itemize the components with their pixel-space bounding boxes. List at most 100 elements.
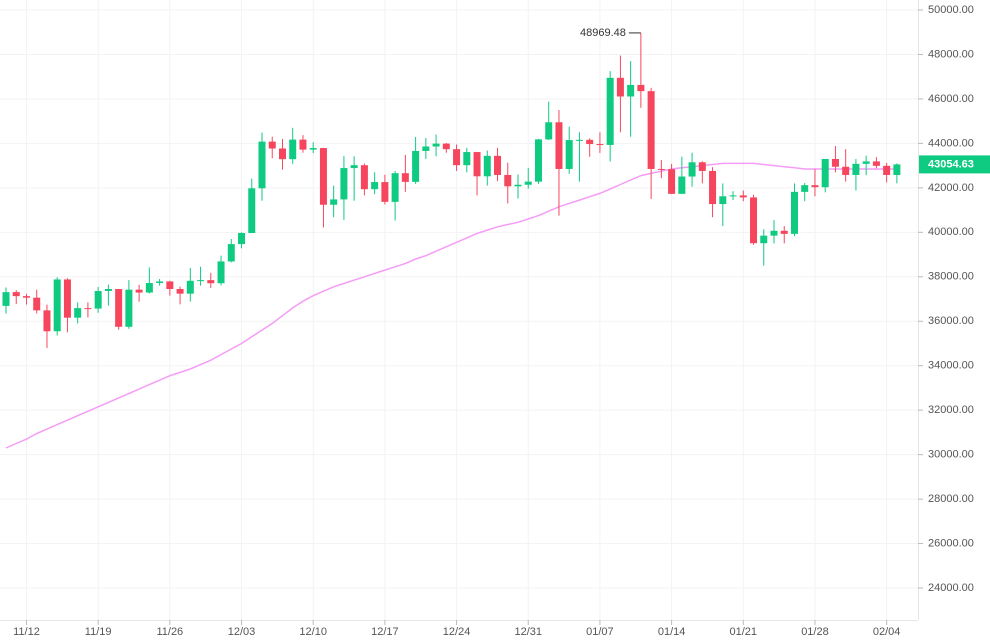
- y-tick-label: 44000.00: [928, 137, 974, 149]
- candle-body: [453, 149, 461, 166]
- candle-body: [494, 155, 502, 175]
- candle-body: [135, 289, 143, 293]
- current-price: 43054.63: [928, 158, 974, 170]
- candle-body: [565, 140, 573, 169]
- candle-body: [668, 169, 676, 194]
- moving-average: [5, 162, 897, 449]
- candle-body: [473, 152, 481, 177]
- candle-body: [289, 139, 297, 160]
- candle-body: [545, 122, 553, 140]
- candle-body: [647, 91, 655, 169]
- y-tick-label: 24000.00: [928, 582, 974, 594]
- candle-body: [2, 292, 10, 306]
- candle-body: [534, 139, 542, 182]
- y-tick-label: 26000.00: [928, 537, 974, 549]
- candle-body: [422, 146, 430, 151]
- candle-body: [616, 77, 624, 97]
- candle-body: [176, 289, 184, 294]
- candle-body: [340, 168, 348, 200]
- candle-body: [801, 185, 809, 192]
- candle-body: [596, 144, 604, 146]
- y-tick-label: 30000.00: [928, 449, 974, 461]
- candle-body: [524, 181, 532, 185]
- candle-body: [145, 283, 153, 293]
- candle-body: [22, 296, 30, 298]
- candle-body: [309, 148, 317, 150]
- y-tick-label: 34000.00: [928, 360, 974, 372]
- candle-body: [197, 280, 205, 282]
- candle-body: [760, 235, 768, 244]
- candle-body: [504, 174, 512, 187]
- candle-body: [371, 182, 379, 190]
- candle-body: [125, 289, 133, 327]
- candle-body: [104, 289, 112, 292]
- candle-body: [657, 168, 665, 170]
- candle-body: [268, 141, 276, 149]
- candle-body: [842, 166, 850, 175]
- candle-body: [186, 280, 194, 294]
- y-tick-label: 32000.00: [928, 404, 974, 416]
- candle-body: [852, 163, 860, 175]
- candle-body: [709, 170, 717, 205]
- candle-body: [319, 148, 327, 205]
- candle-body: [94, 291, 102, 309]
- candle-body: [412, 150, 420, 182]
- x-tick-label: 01/14: [658, 626, 686, 638]
- candle-body: [586, 139, 594, 145]
- candle-body: [156, 281, 164, 284]
- candle-body: [606, 77, 614, 145]
- y-tick-label: 36000.00: [928, 315, 974, 327]
- x-tick-label: 01/28: [801, 626, 829, 638]
- candle-body: [627, 84, 635, 97]
- y-tick-label: 50000.00: [928, 4, 974, 16]
- candle-body: [780, 230, 788, 234]
- candle-body: [688, 162, 696, 177]
- candle-body: [750, 197, 758, 244]
- y-tick-label: 28000.00: [928, 493, 974, 505]
- candle-body: [811, 185, 819, 188]
- candle-body: [637, 84, 645, 92]
- candle-body: [729, 195, 737, 197]
- y-tick-label: 48000.00: [928, 48, 974, 60]
- candle-body: [698, 162, 706, 171]
- price-tag: [919, 155, 990, 174]
- candle-body: [43, 310, 51, 332]
- x-tick-label: 12/17: [371, 626, 399, 638]
- candle-body: [166, 281, 174, 290]
- x-tick-label: 02/04: [873, 626, 901, 638]
- candle-body: [514, 184, 522, 187]
- x-tick-label: 11/26: [156, 626, 183, 638]
- candle-body: [831, 158, 839, 167]
- x-tick-label: 12/03: [228, 626, 256, 638]
- candle-body: [63, 279, 71, 318]
- candle-body: [207, 280, 215, 284]
- candle-body: [84, 308, 92, 310]
- x-tick-label: 12/10: [299, 626, 327, 638]
- y-tick-label: 42000.00: [928, 182, 974, 194]
- candle-body: [790, 191, 798, 234]
- candle-body: [53, 279, 61, 332]
- candle-body: [248, 188, 256, 233]
- y-tick-label: 40000.00: [928, 226, 974, 238]
- candle-body: [872, 161, 880, 166]
- x-tick-label: 01/21: [730, 626, 758, 638]
- candle-body: [463, 152, 471, 166]
- candle-body: [821, 158, 829, 188]
- candle-body: [432, 143, 440, 147]
- candle-body: [350, 165, 358, 169]
- x-tick-label: 11/19: [85, 626, 112, 638]
- candle-body: [33, 297, 41, 311]
- candle-body: [299, 139, 307, 150]
- candle-body: [678, 176, 686, 194]
- candle-body: [217, 261, 225, 284]
- candle-body: [238, 232, 246, 245]
- candle-body: [391, 173, 399, 202]
- candle-body: [442, 143, 450, 150]
- x-tick-label: 12/24: [443, 626, 471, 638]
- y-tick-label: 46000.00: [928, 93, 974, 105]
- max-annotation: 48969.48: [580, 27, 626, 39]
- candle-body: [555, 122, 563, 169]
- candle-body: [862, 161, 870, 164]
